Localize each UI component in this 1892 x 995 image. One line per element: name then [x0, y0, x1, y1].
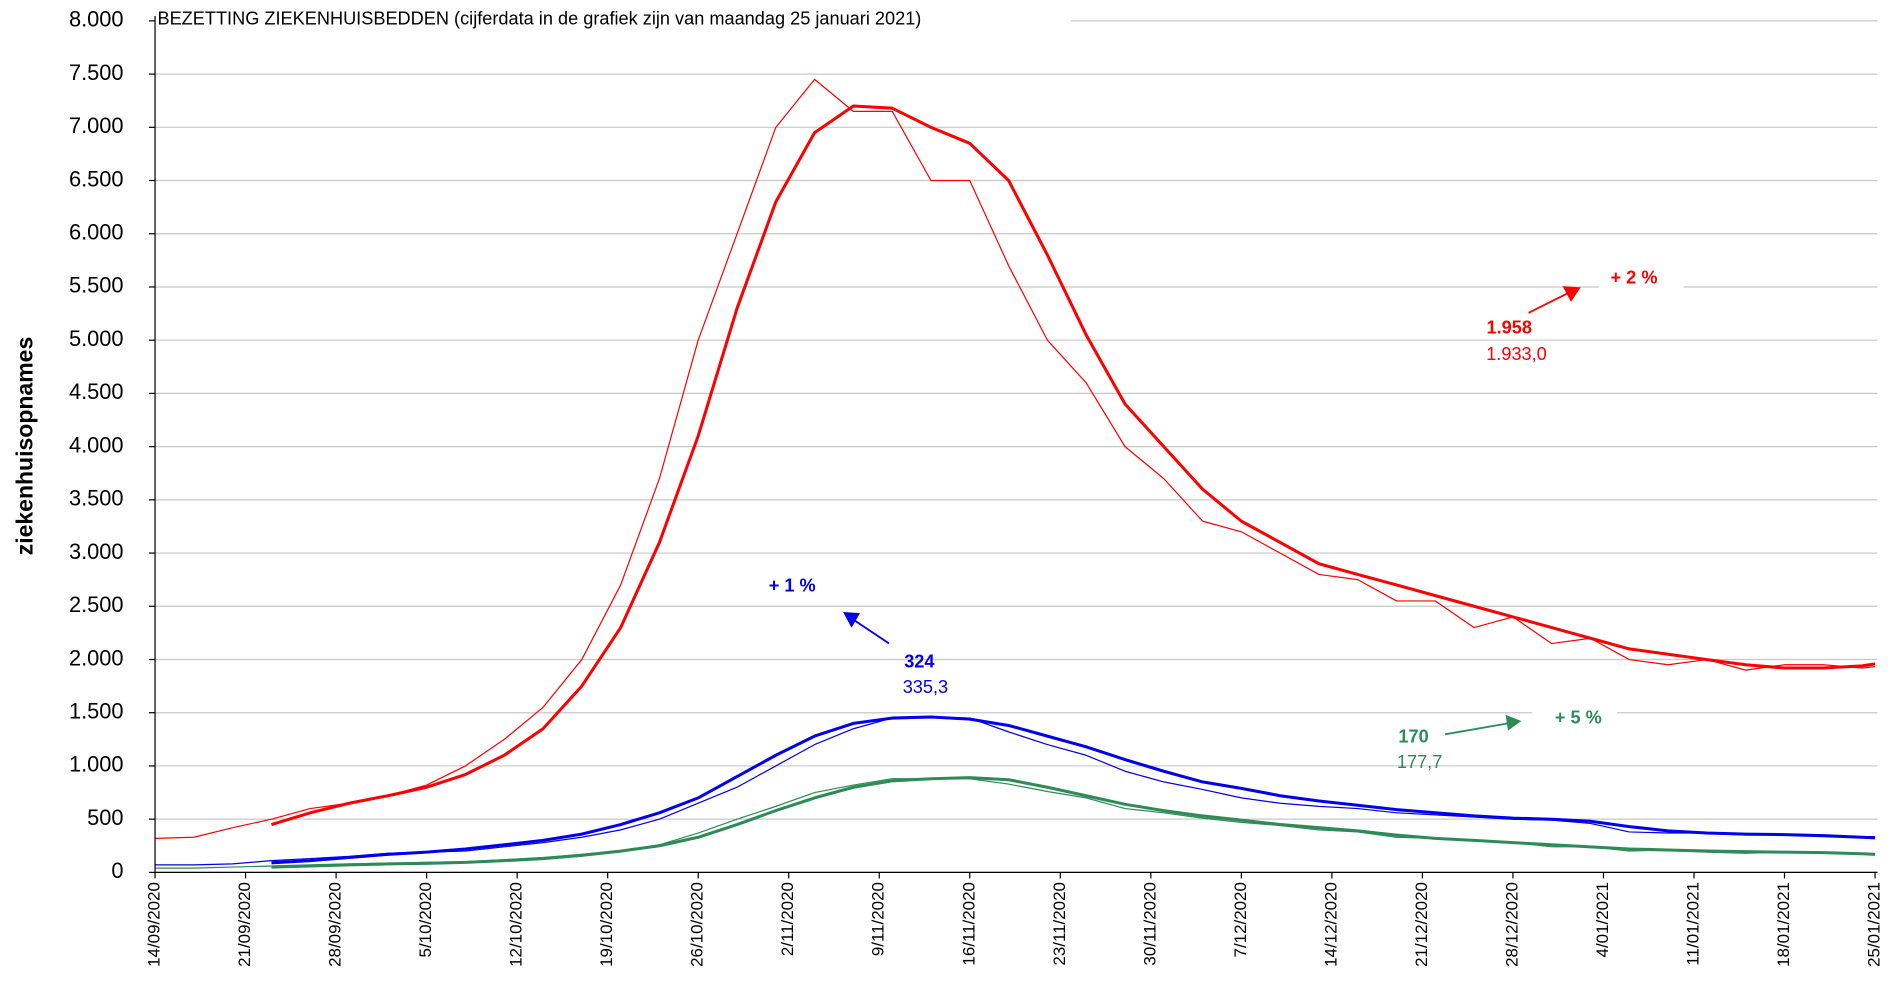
- x-tick-label: 21/12/2020: [1412, 882, 1431, 967]
- x-tick-label: 30/11/2020: [1140, 882, 1159, 966]
- annotation-background: [1532, 706, 1618, 731]
- x-tick-label: 12/10/2020: [507, 882, 526, 967]
- x-tick-label: 5/10/2020: [416, 882, 435, 957]
- annotation-background: [1459, 343, 1559, 368]
- y-tick-label: 7.000: [69, 113, 124, 138]
- y-tick-label: 0: [111, 858, 123, 883]
- annotation: 1.933,0: [1486, 344, 1547, 364]
- y-tick-label: 4.000: [69, 432, 124, 457]
- annotation: 170: [1398, 727, 1428, 747]
- x-tick-label: 23/11/2020: [1050, 882, 1069, 966]
- y-tick-label: 7.500: [69, 60, 124, 85]
- x-tick-label: 28/09/2020: [326, 882, 345, 967]
- y-tick-label: 1.000: [69, 752, 124, 777]
- y-tick-label: 5.500: [69, 273, 124, 298]
- x-tick-label: 7/12/2020: [1231, 882, 1250, 957]
- y-tick-label: 3.000: [69, 539, 124, 564]
- arrow: [852, 618, 890, 645]
- x-tick-label: 25/01/2021: [1865, 882, 1884, 967]
- arrow: [1444, 722, 1509, 736]
- axes: 0 500 1.000 1.500 2.000 2.500 3.000 3.500 4.000 4…: [69, 7, 1884, 967]
- arrow-head: [1562, 286, 1581, 302]
- x-tick-label: 2/11/2020: [778, 882, 797, 956]
- y-tick-label: 1.500: [69, 698, 124, 723]
- annotation: + 2 %: [1611, 268, 1658, 288]
- y-tick-label: 2.500: [69, 592, 124, 617]
- annotation: + 1 %: [769, 575, 816, 595]
- arrow: [1528, 291, 1571, 314]
- y-tick-label: 6.000: [69, 220, 124, 245]
- series-line: [271, 715, 1876, 865]
- x-tick-label: 28/12/2020: [1502, 882, 1521, 967]
- x-tick-label: 18/01/2021: [1774, 882, 1793, 967]
- x-tick-label: 11/01/2021: [1683, 882, 1702, 966]
- series-line: [271, 776, 1876, 869]
- x-tick-label: 16/11/2020: [959, 882, 978, 966]
- title-background: [150, 7, 1071, 32]
- annotation: 177,7: [1397, 752, 1442, 772]
- series-line: [271, 104, 1876, 826]
- y-tick-label: 6.500: [69, 166, 124, 191]
- annotations: + 2 % 1.958 1.933,0 + 1 % 324 335,3 170 …: [744, 266, 1684, 772]
- annotation-background: [744, 574, 842, 599]
- lines: [155, 78, 1876, 869]
- annotation: 1.958: [1487, 317, 1532, 337]
- chart-title: BEZETTING ZIEKENHUISBEDDEN (cijferdata i…: [157, 8, 921, 28]
- y-tick-label: 8.000: [69, 7, 124, 32]
- annotation-background: [1598, 266, 1684, 291]
- x-tick-label: 21/09/2020: [235, 882, 254, 967]
- annotation: 324: [904, 652, 934, 672]
- arrow-head: [843, 611, 860, 628]
- series-line: [155, 78, 1876, 839]
- y-tick-label: 5.000: [69, 326, 124, 351]
- annotation: 335,3: [903, 677, 948, 697]
- x-tick-label: 19/10/2020: [597, 882, 616, 967]
- y-axis-label: ziekenhuisopnames: [12, 337, 38, 556]
- y-tick-label: 2.000: [69, 645, 124, 670]
- annotation: + 5 %: [1555, 707, 1602, 727]
- x-tick-label: 4/01/2021: [1593, 882, 1612, 957]
- x-tick-label: 26/10/2020: [688, 882, 707, 967]
- y-tick-label: 500: [87, 805, 123, 830]
- x-tick-label: 14/09/2020: [145, 882, 164, 967]
- y-tick-label: 4.500: [69, 379, 124, 404]
- x-tick-label: 9/11/2020: [869, 882, 888, 956]
- y-tick-label: 3.500: [69, 486, 124, 511]
- x-tick-label: 14/12/2020: [1321, 882, 1340, 967]
- arrow-head: [1505, 714, 1522, 731]
